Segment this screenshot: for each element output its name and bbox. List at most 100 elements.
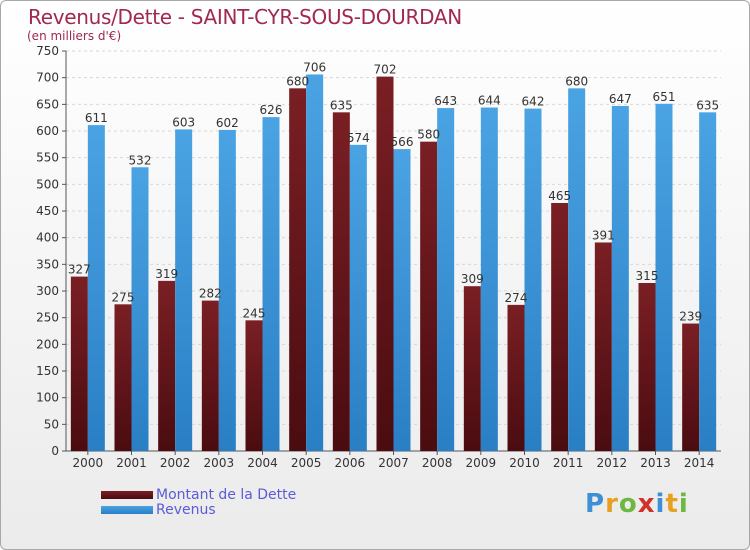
value-label-dette: 580 [417,128,440,142]
bar-revenus [524,108,542,451]
bar-revenus [349,144,367,451]
value-label-revenus: 574 [347,131,370,145]
bar-revenus [611,105,629,451]
x-tick-label: 2010 [509,456,540,470]
value-label-dette: 275 [112,290,135,304]
bar-dette [638,283,656,451]
value-label-revenus: 651 [653,90,676,104]
y-tick-label: 500 [36,177,59,191]
y-tick-label: 400 [36,231,59,245]
value-label-revenus: 642 [522,95,545,109]
value-label-revenus: 603 [172,115,195,129]
y-tick-label: 300 [36,284,59,298]
x-tick-label: 2012 [597,456,628,470]
x-tick-label: 2007 [378,456,409,470]
x-tick-label: 2004 [247,456,278,470]
value-label-dette: 245 [243,306,266,320]
y-tick-label: 700 [36,71,59,85]
bar-revenus [568,88,586,451]
x-tick-label: 2011 [553,456,584,470]
legend-swatch-revenus [101,506,153,514]
bar-revenus [131,167,149,451]
value-label-revenus: 643 [434,94,457,108]
x-tick-label: 2009 [466,456,497,470]
y-tick-label: 250 [36,311,59,325]
x-tick-label: 2000 [73,456,104,470]
legend-label-dette: Montant de la Dette [156,487,297,503]
x-tick-label: 2013 [640,456,671,470]
logo-letter: o [618,489,638,519]
bar-dette [376,76,394,451]
logo-letter: P [585,489,606,519]
logo-letter: i [678,489,689,519]
y-tick-label: 650 [36,97,59,111]
bar-dette [551,203,569,451]
value-label-dette: 315 [636,269,659,283]
value-label-dette: 319 [155,267,178,281]
value-label-revenus: 602 [216,116,239,130]
x-tick-label: 2003 [204,456,235,470]
logo-letter: t [665,489,679,519]
y-tick-label: 150 [36,364,59,378]
value-label-revenus: 647 [609,92,632,106]
x-tick-label: 2014 [684,456,715,470]
bar-dette [463,286,481,451]
bar-dette [245,320,263,451]
bar-revenus [175,129,193,451]
chart-title: Revenus/Dette - SAINT-CYR-SOUS-DOURDAN [28,5,462,29]
value-label-revenus: 680 [565,74,588,88]
chart-subtitle: (en milliers d'€) [27,29,122,43]
bar-dette [332,112,350,451]
y-tick-label: 0 [51,444,59,458]
value-label-revenus: 644 [478,94,501,108]
value-label-dette: 680 [286,74,309,88]
legend-swatch-dette [101,491,153,499]
bar-revenus [437,108,455,452]
value-label-revenus: 626 [260,103,283,117]
bar-dette [594,242,612,451]
y-tick-label: 50 [44,417,59,431]
value-label-dette: 327 [68,263,91,277]
y-tick-label: 550 [36,151,59,165]
value-label-dette: 274 [505,291,528,305]
bar-revenus [262,117,280,451]
x-tick-label: 2005 [291,456,322,470]
logo-letter: i [655,489,666,519]
proxiti-logo: Proxiti [585,489,689,519]
value-label-dette: 391 [592,228,615,242]
bar-revenus [218,129,236,451]
bar-revenus [480,107,498,452]
bar-dette [158,280,176,451]
y-tick-label: 200 [36,337,59,351]
bar-revenus [655,103,673,452]
y-tick-label: 600 [36,124,59,138]
value-label-revenus: 532 [129,153,152,167]
bar-revenus [306,74,324,451]
bar-dette [201,300,219,451]
x-tick-label: 2006 [335,456,366,470]
bar-dette [420,141,438,451]
bar-revenus [393,149,411,451]
bar-dette [682,323,700,451]
y-tick-label: 450 [36,204,59,218]
value-label-dette: 635 [330,98,353,112]
value-label-dette: 282 [199,287,222,301]
logo-letter: r [605,489,619,519]
bar-dette [507,304,525,451]
bar-dette [70,276,88,451]
value-label-revenus: 566 [391,135,414,149]
value-label-dette: 702 [374,63,397,77]
x-tick-label: 2002 [160,456,191,470]
bar-revenus [87,125,105,451]
bar-dette [114,304,132,451]
value-label-dette: 309 [461,272,484,286]
value-label-dette: 465 [548,189,571,203]
x-tick-label: 2008 [422,456,453,470]
y-tick-label: 100 [36,391,59,405]
bar-dette [289,88,307,451]
value-label-revenus: 635 [696,98,719,112]
x-tick-label: 2001 [116,456,147,470]
value-label-dette: 239 [679,310,702,324]
